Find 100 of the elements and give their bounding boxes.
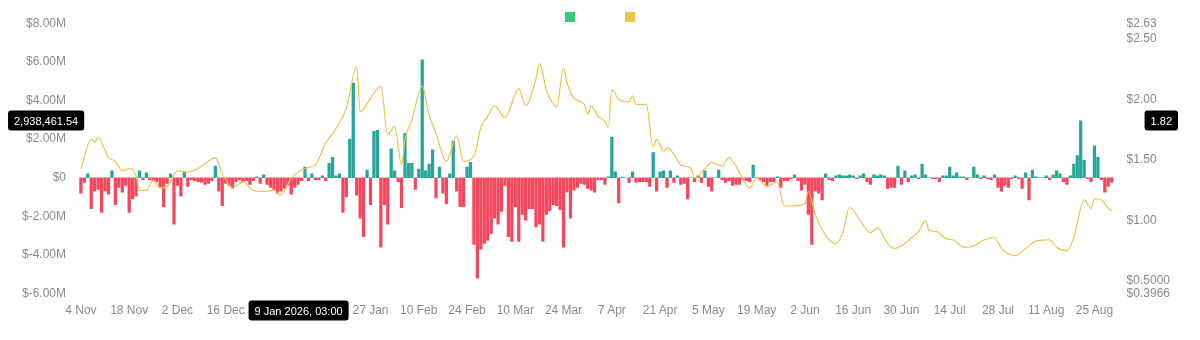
bar [410,162,414,179]
annotation: 2,938,461.54 [14,114,79,127]
bar [413,177,417,190]
bar [468,161,473,179]
x-tick-label: 25 Aug [1075,303,1114,318]
bar [399,177,404,208]
bar [199,177,204,183]
bar [1065,177,1069,185]
y-tick-label: $2.00M [25,131,67,146]
bar [196,177,200,182]
bar [637,177,642,182]
bar [830,177,835,181]
bar [461,177,466,208]
x-tick-label: 21 Apr [642,303,678,318]
x-tick-label: 18 Nov [110,303,149,318]
bar [699,177,704,183]
bar [106,177,111,195]
bar [475,177,480,279]
bar [89,177,93,209]
line-series [80,62,1113,257]
y-tick-label: $4.00M [25,92,67,107]
bar [486,177,490,241]
x-tick-label: 24 Mar [544,303,583,318]
bar [827,177,831,180]
bar [351,82,355,179]
bar [841,175,845,179]
bar [589,177,593,191]
bar [996,177,1000,188]
bar [510,177,514,242]
bar [379,177,383,248]
bar [389,148,393,179]
bar [820,177,824,201]
y-tick-label: $0 [52,170,67,185]
bar [99,177,104,213]
bar [765,177,769,186]
bar [534,177,538,228]
y2-tick-label: $0.3966 [1126,285,1171,300]
bar [430,149,435,179]
x-tick-label: 27 Jan [352,303,389,318]
bar [237,177,242,180]
bar [330,157,335,179]
bar [548,177,552,211]
x-tick-label: 10 Feb [400,303,438,318]
x-tick-label: 24 Feb [448,303,487,318]
bar [686,177,690,200]
bar [675,175,679,179]
bar [324,177,328,181]
bar [555,177,559,207]
bar [524,177,528,221]
bar [141,177,145,180]
bar [1006,177,1010,188]
bar [634,177,638,183]
bar [655,177,659,192]
bar [579,177,583,184]
bar [582,177,586,185]
bar [658,171,662,179]
bar [313,177,317,180]
x-tick-label: 7 Apr [597,303,626,318]
x-tick-label: 28 Jul [981,303,1014,318]
bar [889,177,893,188]
bar [279,177,283,192]
bar [258,177,262,184]
bar [751,164,755,179]
x-tick-label: 30 Jun [883,303,920,318]
bar [386,177,390,225]
bar [992,174,997,179]
bar [651,152,655,179]
bar [465,166,469,179]
bar [641,177,645,182]
bar [113,177,118,206]
y2-tick-label: $0.5000 [1126,273,1171,288]
bar [365,169,369,179]
y-tick-label: $8.00M [25,15,67,30]
bar [723,177,728,183]
bar [792,174,797,179]
bar [120,177,124,193]
bar [496,177,500,225]
y-tick-label: $-2.00M [21,208,67,223]
bar [296,177,300,185]
text: 9 Jan 2026, 03:00 [254,304,343,317]
bar [592,177,597,193]
bar [848,174,852,179]
bar [220,177,224,207]
x-tick-label: 5 May [692,303,725,318]
bar [665,177,669,188]
bar [875,175,879,179]
y2-tick-label: $2.50 [1126,31,1157,46]
bar [1058,173,1062,179]
x-tick-label: 14 Jul [933,303,966,318]
bar [920,163,924,179]
bar [268,177,273,188]
bar [896,165,900,179]
bar [306,177,311,181]
bar [368,177,373,206]
bar [1027,177,1031,201]
bar [193,177,197,181]
bar [999,177,1004,192]
bar [868,177,873,185]
bar [282,177,286,189]
x-tick-label: 2 Jun [790,303,820,318]
